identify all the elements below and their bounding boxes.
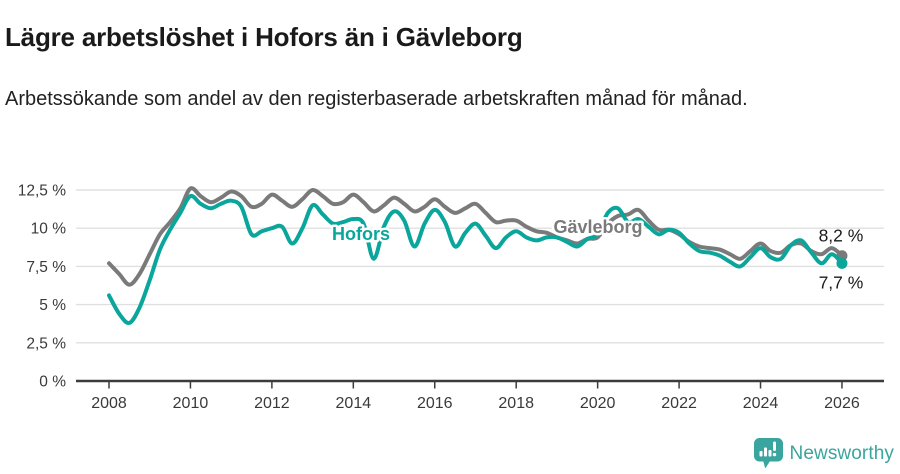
- brand-name: Newsworthy: [789, 442, 894, 464]
- newsworthy-logo-icon: [753, 438, 783, 469]
- unemployment-line-chart: 0 % 2,5 % 5 % 7,5 % 10 % 12,5 % 2008 2010 2012 20…: [18, 183, 884, 412]
- x-axis-tick-label: 2018: [498, 395, 534, 412]
- series-line-gvleborg: [107, 186, 844, 287]
- x-axis-tick-label: 2024: [743, 395, 779, 412]
- bar-chart-glyph: [759, 441, 776, 457]
- y-axis-tick-label: 7,5 %: [26, 259, 66, 276]
- x-axis-tick-label: 2020: [580, 395, 616, 412]
- series-label-gvleborg: Gävleborg: [553, 217, 642, 237]
- x-axis-tick-label: 2008: [91, 395, 127, 412]
- x-axis-tick-label: 2022: [661, 395, 697, 412]
- y-axis-tick-label: 2,5 %: [26, 335, 66, 352]
- end-value-label-hofors: 7,7 %: [819, 272, 864, 292]
- x-axis-tick-label: 2010: [173, 395, 209, 412]
- x-axis-tick-label: 2016: [417, 395, 453, 412]
- x-axis-tick-label: 2026: [824, 395, 860, 412]
- x-axis-tick-label: 2012: [254, 395, 290, 412]
- series-label-hofors: Hofors: [332, 224, 390, 244]
- brand-footer: Newsworthy: [753, 438, 894, 469]
- y-axis-tick-label: 12,5 %: [18, 183, 66, 200]
- y-axis-tick-label: 10 %: [31, 221, 67, 238]
- y-axis-tick-label: 5 %: [39, 297, 66, 314]
- page-subtitle: Arbetssökande som andel av den registerb…: [5, 88, 748, 110]
- y-axis-tick-label: 0 %: [39, 374, 66, 391]
- x-axis-tick-label: 2014: [336, 395, 372, 412]
- end-value-label-gvleborg: 8,2 %: [819, 226, 864, 246]
- series-line-hofors: [107, 193, 844, 326]
- series-endpoint-dot-hofors: [836, 257, 848, 269]
- page-title: Lägre arbetslöshet i Hofors än i Gävlebo…: [5, 22, 523, 53]
